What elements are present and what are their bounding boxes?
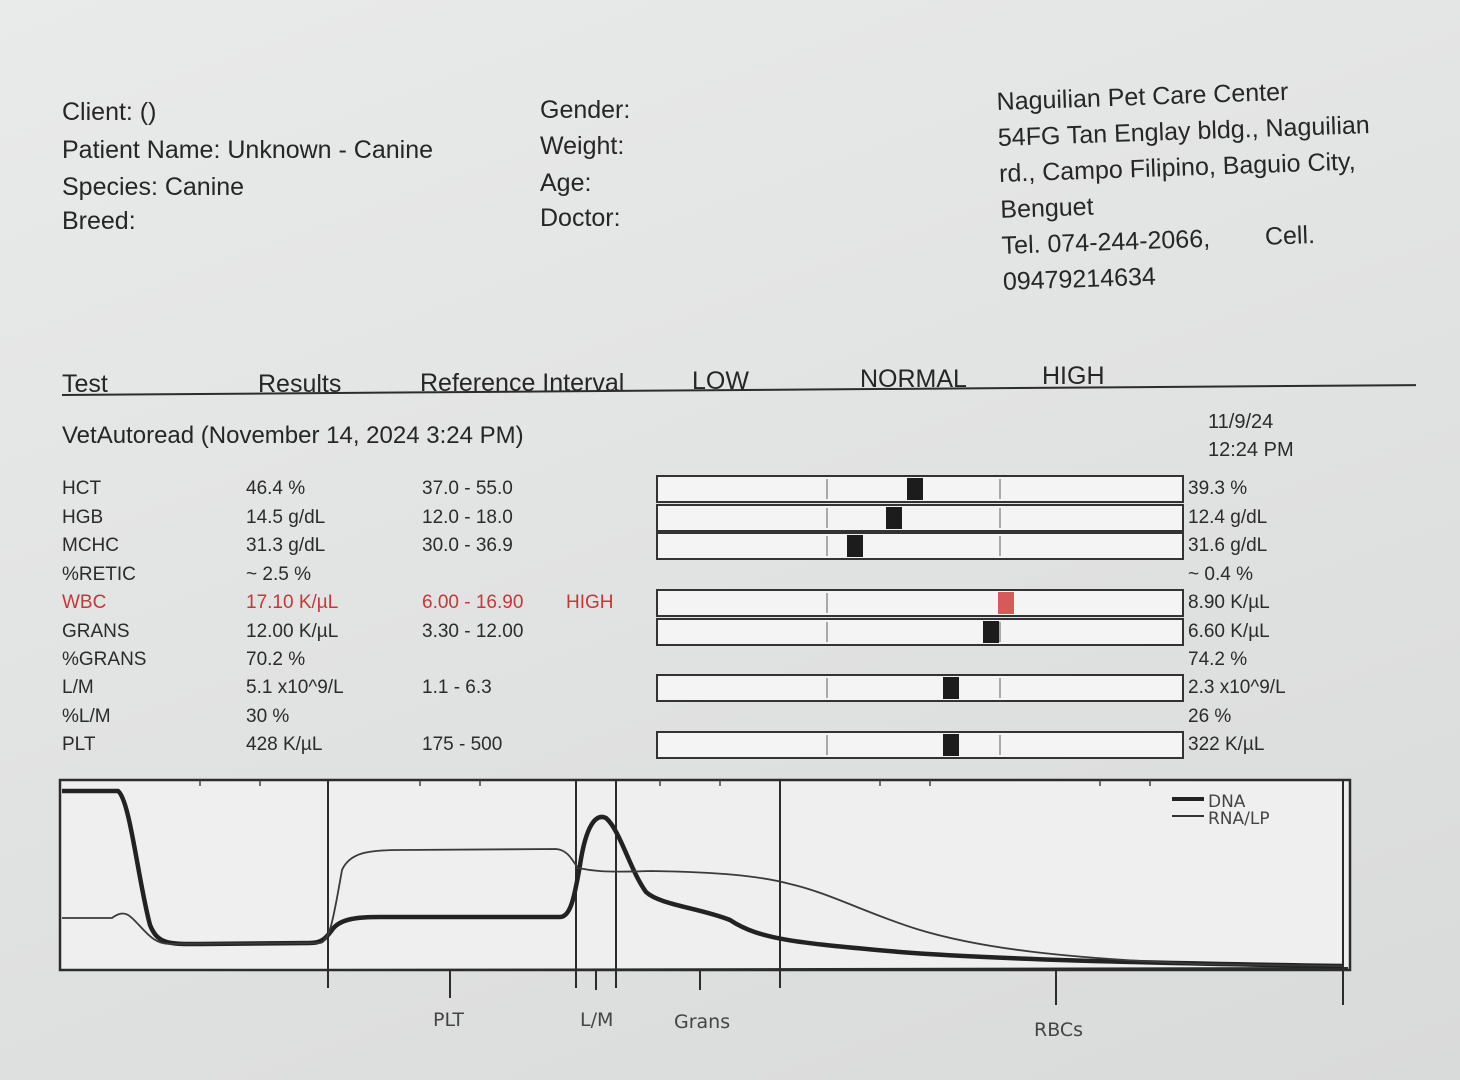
row-result: 46.4 %	[246, 478, 306, 499]
histogram-scale	[327, 967, 1349, 1005]
row-reference: 12.0 - 18.0	[422, 507, 513, 528]
row-reference: 1.1 - 6.3	[422, 677, 492, 698]
row-test-name: WBC	[62, 592, 107, 613]
range-bar	[656, 504, 1184, 532]
row-reference: 6.00 - 16.90	[422, 592, 524, 613]
range-marker	[943, 734, 960, 756]
previous-time: 12:24 PM	[1208, 439, 1294, 461]
range-bar-tick	[825, 622, 828, 642]
range-bar-tick	[998, 508, 1001, 528]
histogram-top-ticks	[199, 780, 1151, 786]
row-previous: 74.2 %	[1188, 649, 1248, 670]
range-marker	[982, 621, 999, 643]
row-test-name: PLT	[62, 734, 96, 755]
age: Age:	[540, 169, 592, 197]
row-test-name: %L/M	[62, 706, 111, 727]
doctor: Doctor:	[540, 204, 621, 232]
row-test-name: GRANS	[62, 621, 130, 642]
range-bar	[656, 674, 1184, 702]
row-result: 31.3 g/dL	[246, 535, 326, 556]
range-marker-high	[998, 592, 1015, 614]
range-bar-tick	[998, 479, 1001, 499]
row-result: 12.00 K/µL	[246, 621, 339, 642]
legend-dna: DNA	[1208, 792, 1246, 812]
range-bar-tick	[825, 593, 828, 613]
label-lm: L/M	[580, 1009, 613, 1031]
range-bar-tick	[825, 678, 828, 698]
label-rbcs: RBCs	[1034, 1019, 1083, 1041]
row-result: 5.1 x10^9/L	[246, 677, 344, 698]
run-title: VetAutoread (November 14, 2024 3:24 PM)	[62, 422, 524, 449]
range-bar	[656, 731, 1184, 759]
row-test-name: %GRANS	[62, 649, 147, 670]
range-marker	[906, 478, 923, 500]
row-flag: HIGH	[566, 592, 614, 613]
row-result: 17.10 K/µL	[246, 592, 339, 613]
col-high: HIGH	[1042, 362, 1105, 390]
row-reference: 175 - 500	[422, 734, 503, 755]
row-result: 14.5 g/dL	[246, 507, 326, 528]
row-previous: 12.4 g/dL	[1188, 507, 1268, 528]
row-test-name: %RETIC	[62, 564, 136, 585]
weight: Weight:	[540, 132, 625, 160]
label-grans: Grans	[674, 1011, 730, 1033]
row-test-name: HGB	[62, 507, 104, 528]
client-label: Client: ()	[62, 98, 157, 126]
row-reference: 37.0 - 55.0	[422, 478, 513, 499]
range-bar-tick	[998, 678, 1001, 698]
row-reference: 3.30 - 12.00	[422, 621, 524, 642]
range-bar-tick	[998, 735, 1001, 755]
row-result: 70.2 %	[246, 649, 306, 670]
range-bar	[656, 618, 1184, 646]
range-bar	[656, 532, 1184, 560]
range-bar	[656, 475, 1184, 503]
row-previous: ~ 0.4 %	[1188, 564, 1253, 585]
range-bar-tick	[825, 735, 828, 755]
species: Species: Canine	[62, 173, 245, 201]
previous-date: 11/9/24	[1208, 411, 1274, 433]
row-previous: 322 K/µL	[1188, 734, 1265, 755]
row-test-name: MCHC	[62, 535, 119, 556]
histogram-frame	[58, 778, 1352, 972]
row-previous: 31.6 g/dL	[1188, 535, 1268, 556]
range-marker	[846, 535, 863, 557]
row-previous: 6.60 K/µL	[1188, 621, 1270, 642]
row-result: 30 %	[246, 706, 290, 727]
patient-name: Patient Name: Unknown - Canine	[62, 136, 434, 164]
row-previous: 39.3 %	[1188, 478, 1248, 499]
row-previous: 2.3 x10^9/L	[1188, 677, 1286, 698]
rna-lp-curve	[62, 848, 1343, 967]
row-test-name: L/M	[62, 677, 94, 698]
legend-rna-lp: RNA/LP	[1208, 809, 1270, 829]
row-result: ~ 2.5 %	[246, 564, 311, 585]
row-result: 428 K/µL	[246, 734, 323, 755]
range-bar-tick	[825, 536, 828, 556]
range-bar-tick	[998, 536, 1001, 556]
range-bar-tick	[825, 508, 828, 528]
range-marker	[885, 507, 902, 529]
row-previous: 26 %	[1188, 706, 1232, 727]
range-bar-tick	[825, 479, 828, 499]
breed: Breed:	[62, 207, 136, 235]
range-marker	[943, 677, 960, 699]
range-bar	[656, 589, 1184, 617]
row-previous: 8.90 K/µL	[1188, 592, 1270, 613]
label-plt: PLT	[433, 1009, 464, 1031]
range-bar-tick	[998, 622, 1001, 642]
row-test-name: HCT	[62, 478, 102, 499]
row-reference: 30.0 - 36.9	[422, 535, 513, 556]
gender: Gender:	[540, 96, 631, 124]
